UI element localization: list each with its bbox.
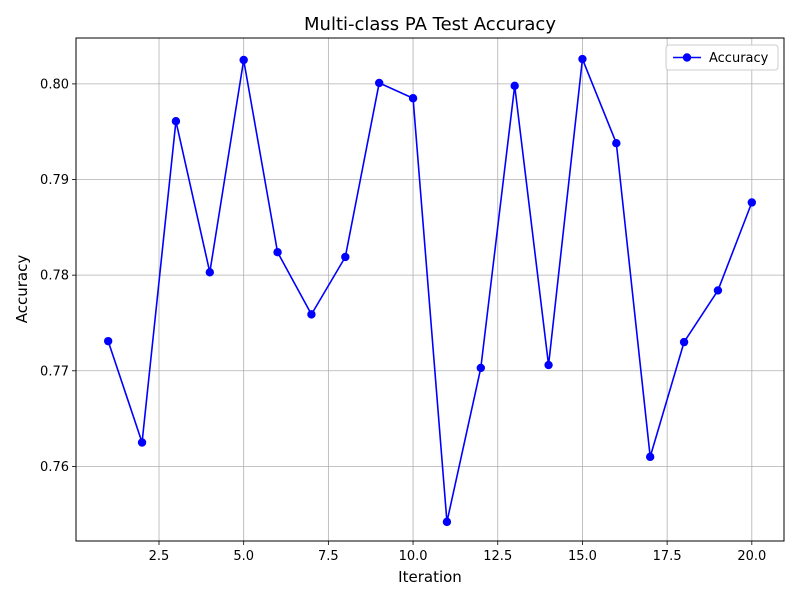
grid-lines <box>76 38 784 541</box>
data-point <box>103 336 113 346</box>
data-point <box>476 363 486 373</box>
data-point <box>239 55 248 65</box>
x-tick-label: 7.5 <box>318 549 339 564</box>
plot-area-frame <box>75 37 785 542</box>
data-point <box>205 268 215 277</box>
y-tick-label: 0.76 <box>40 460 69 475</box>
data-point <box>442 517 452 527</box>
x-tick-label: 20.0 <box>737 549 766 564</box>
data-point <box>544 360 553 370</box>
axis-ticks: 2.5 5.0 7.5 10.0 12.5 15.0 17.5 20.0 0.76 0.77 0.7… <box>40 77 766 564</box>
chart-title: Multi-class PA Test Accuracy <box>304 14 556 35</box>
series-line <box>107 58 753 523</box>
x-tick-label: 12.5 <box>483 549 512 564</box>
legend-label: Accuracy <box>709 51 769 66</box>
y-tick-label: 0.80 <box>40 77 69 92</box>
y-tick-label: 0.77 <box>40 364 69 379</box>
y-axis-label: Accuracy <box>13 255 31 324</box>
data-point <box>578 54 587 64</box>
data-point <box>645 452 655 462</box>
data-point <box>341 252 350 262</box>
y-tick-label: 0.78 <box>40 269 69 284</box>
x-tick-label: 15.0 <box>568 549 597 564</box>
x-axis-label: Iteration <box>398 568 462 586</box>
y-tick-label: 0.79 <box>40 173 69 188</box>
x-tick-label: 10.0 <box>399 549 428 564</box>
legend-marker-swatch <box>682 53 692 62</box>
data-point <box>612 138 621 148</box>
data-point <box>171 116 181 126</box>
data-point <box>273 248 282 257</box>
data-series <box>103 54 757 527</box>
data-point <box>713 286 723 295</box>
x-tick-label: 5.0 <box>233 549 254 564</box>
x-tick-label: 2.5 <box>149 549 170 564</box>
legend: Accuracy <box>665 44 779 71</box>
data-point <box>408 94 418 103</box>
data-point <box>679 337 689 347</box>
data-point <box>747 198 757 207</box>
data-point <box>307 310 316 319</box>
data-point <box>510 81 519 91</box>
x-tick-label: 17.5 <box>653 549 682 564</box>
data-point <box>137 438 147 447</box>
data-point <box>374 78 384 88</box>
legend-box <box>665 44 779 71</box>
